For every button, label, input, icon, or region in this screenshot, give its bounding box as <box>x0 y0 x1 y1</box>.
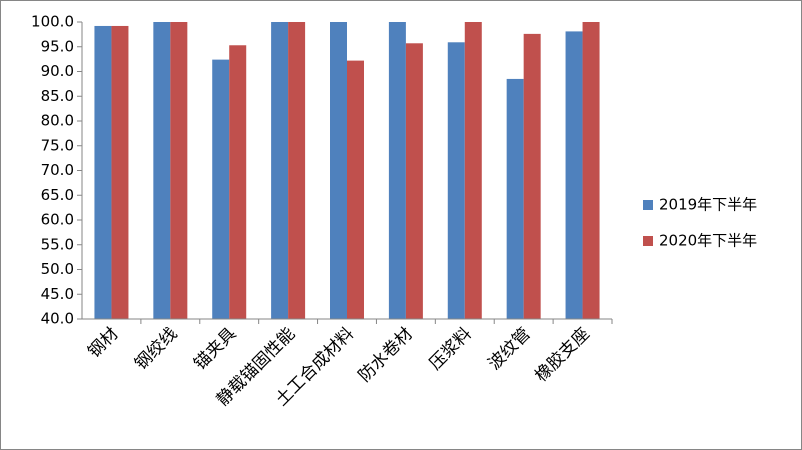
y-tick-label: 75.0 <box>41 136 74 154</box>
bar <box>582 22 600 319</box>
y-tick-label: 50.0 <box>41 260 74 278</box>
legend-swatch <box>643 200 653 210</box>
y-tick-label: 80.0 <box>41 112 74 130</box>
bar <box>405 43 423 319</box>
bar <box>388 22 406 319</box>
y-tick-label: 45.0 <box>41 285 74 303</box>
bar <box>523 33 541 319</box>
y-tick-label: 55.0 <box>41 235 74 253</box>
bar <box>229 45 247 319</box>
bar <box>170 22 188 319</box>
y-tick-label: 85.0 <box>41 87 74 105</box>
bar <box>94 25 112 320</box>
bar <box>288 22 306 319</box>
bar <box>464 22 482 319</box>
bar <box>153 22 171 319</box>
y-tick-label: 90.0 <box>41 62 74 80</box>
legend-swatch <box>643 236 653 246</box>
bar <box>506 78 524 319</box>
legend-label: 2019年下半年 <box>659 196 757 214</box>
bar <box>111 25 129 320</box>
bar <box>565 31 583 320</box>
bar <box>447 42 465 320</box>
bar <box>347 60 364 320</box>
y-tick-label: 95.0 <box>41 37 74 55</box>
y-tick-label: 40.0 <box>41 310 74 328</box>
legend-label: 2020年下半年 <box>659 232 757 250</box>
bar <box>271 22 289 319</box>
y-tick-label: 65.0 <box>41 186 74 204</box>
bar <box>330 22 347 319</box>
y-tick-label: 70.0 <box>41 161 74 179</box>
y-tick-label: 60.0 <box>41 211 74 229</box>
y-tick-label: 100.0 <box>31 13 74 31</box>
bar <box>212 59 230 320</box>
